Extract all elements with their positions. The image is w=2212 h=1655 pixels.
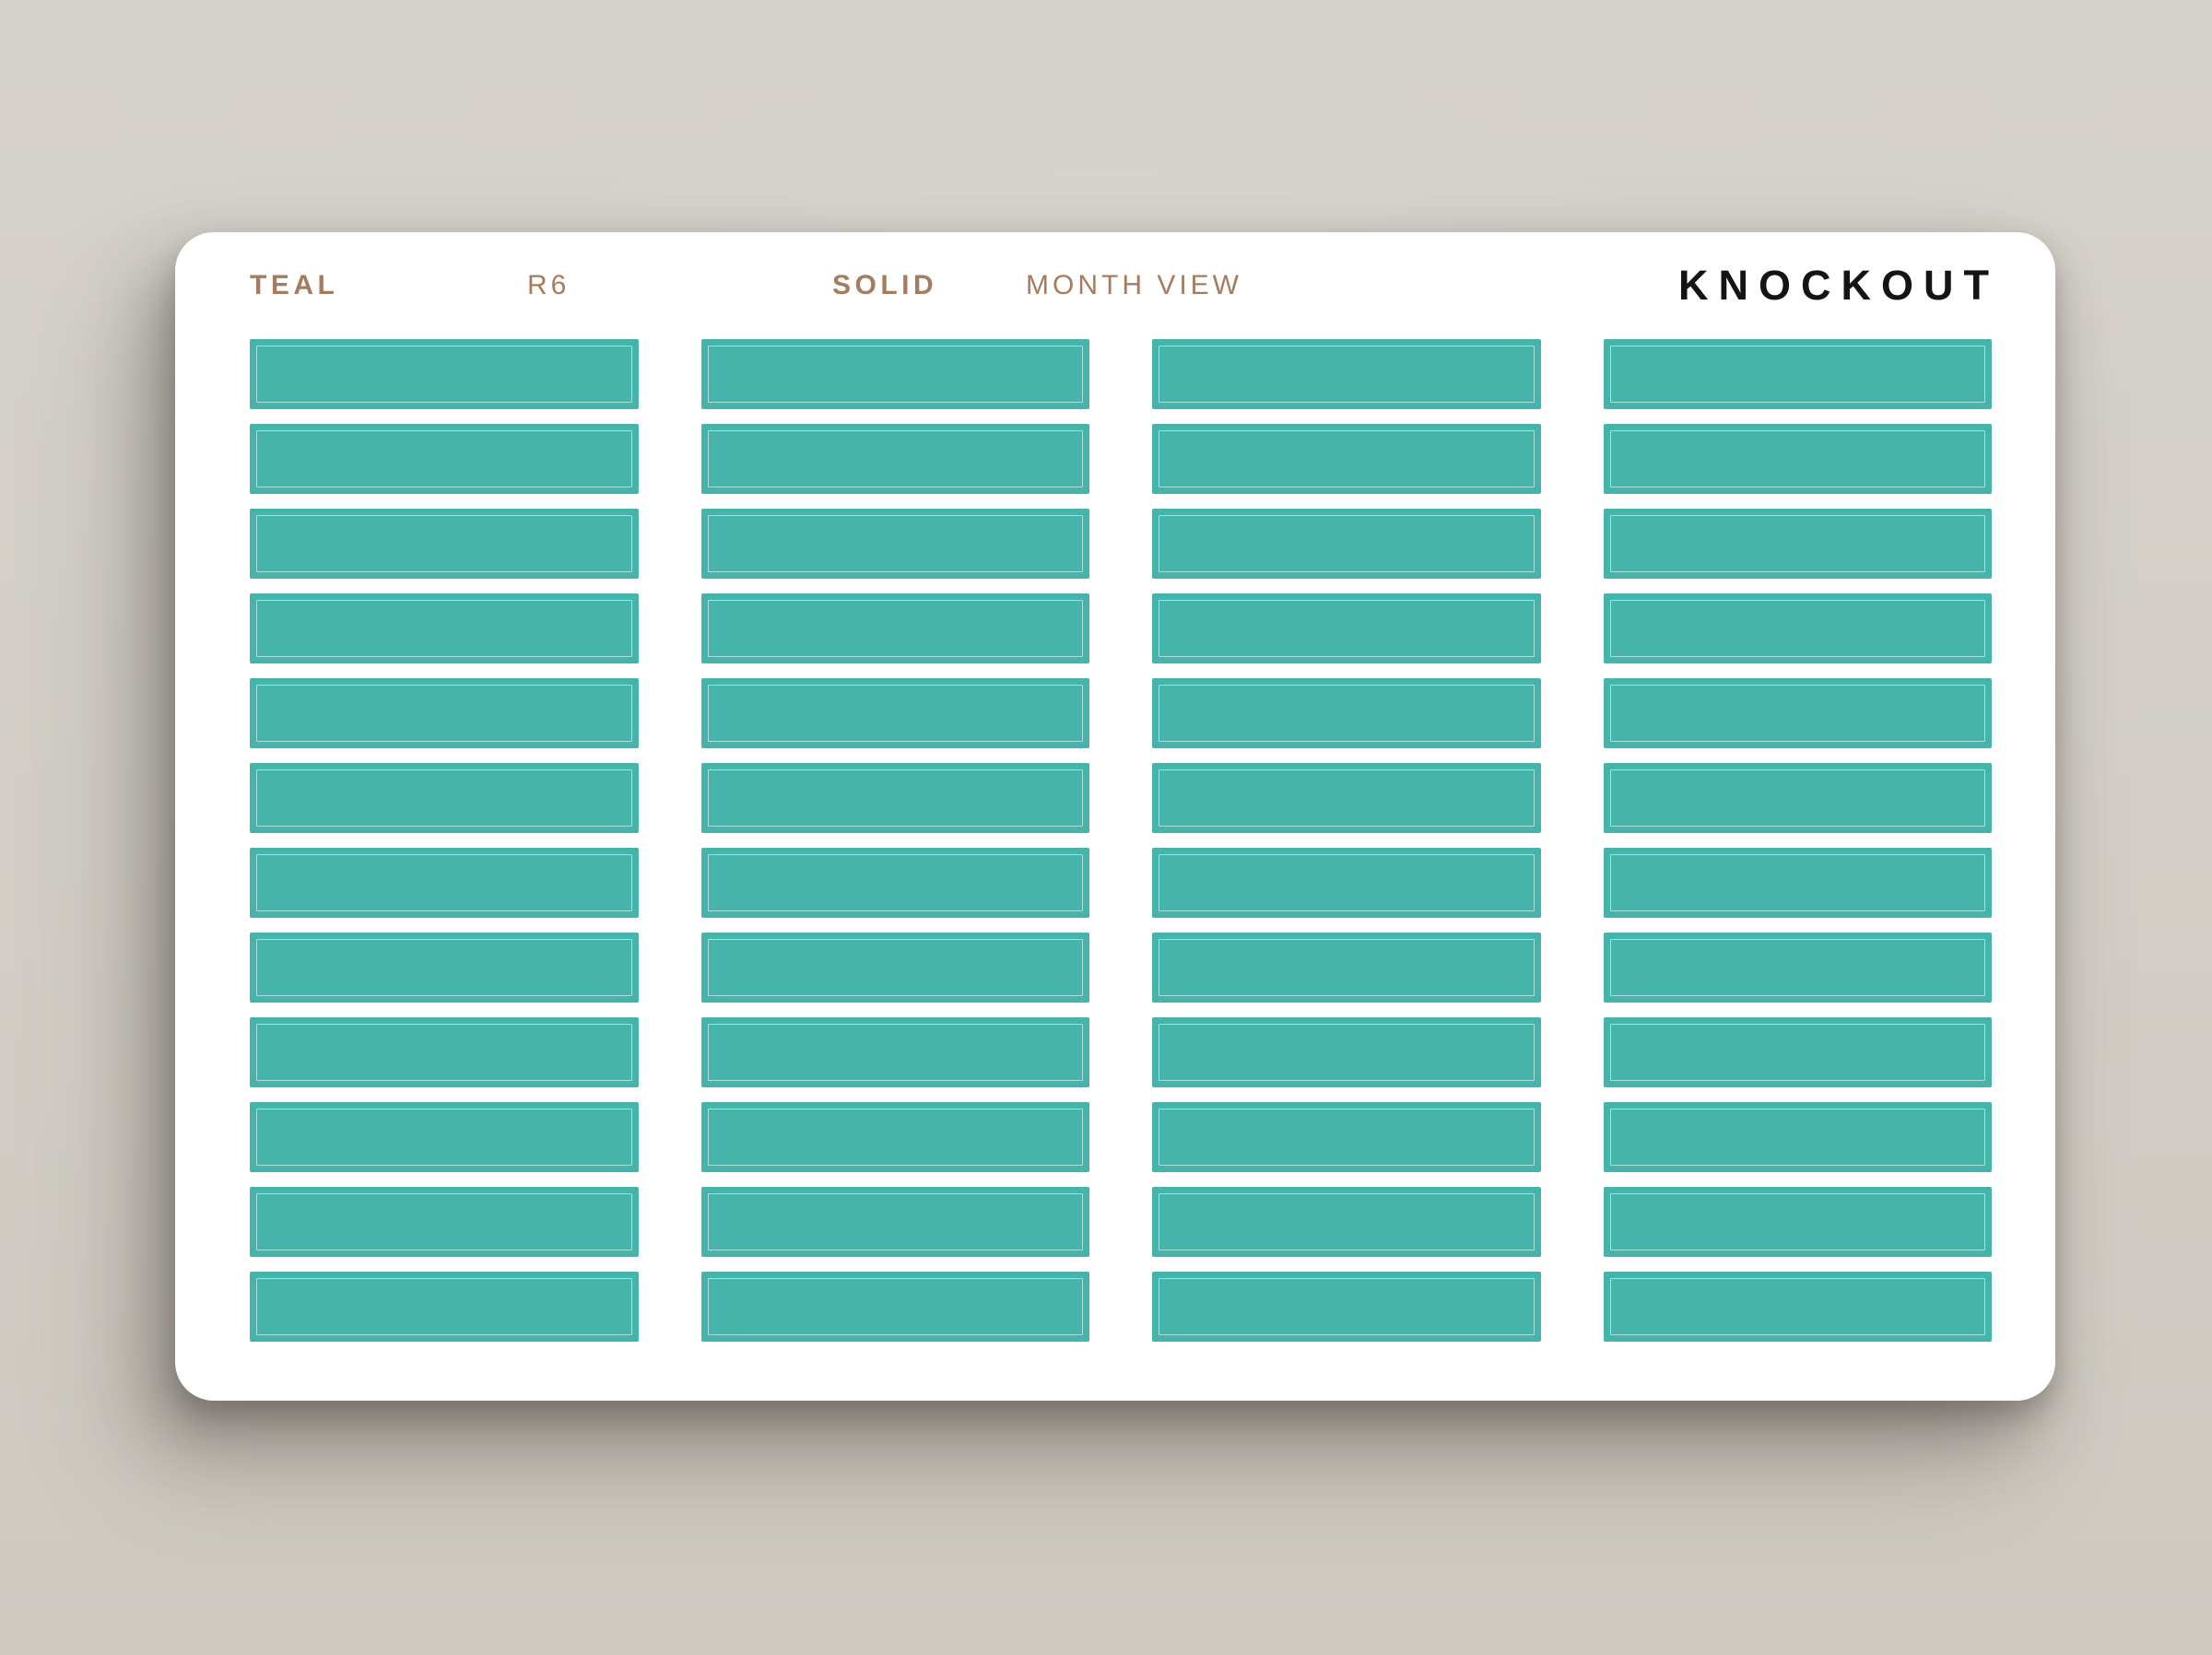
sticker [250, 848, 639, 918]
sticker [1152, 339, 1541, 409]
sticker [1603, 848, 1992, 918]
view-label: MONTH VIEW [1026, 270, 1242, 300]
sticker [250, 424, 639, 494]
sticker [1152, 848, 1541, 918]
color-name-label: TEAL [250, 270, 339, 300]
sticker [250, 763, 639, 833]
sticker-sheet: TEAL R6 SOLID MONTH VIEW KNOCKOUT [175, 232, 2055, 1401]
sticker [700, 1272, 1089, 1342]
sticker [1152, 1017, 1541, 1087]
brand-logo: KNOCKOUT [1678, 262, 1999, 309]
sticker [250, 1187, 639, 1257]
sticker [250, 509, 639, 579]
sticker [250, 933, 639, 1003]
sticker [700, 424, 1089, 494]
sheet-header: TEAL R6 SOLID MONTH VIEW KNOCKOUT [175, 232, 2055, 339]
sticker [1603, 509, 1992, 579]
sticker [1603, 593, 1992, 663]
sticker [250, 593, 639, 663]
sticker [700, 593, 1089, 663]
sticker [1152, 763, 1541, 833]
sticker [700, 848, 1089, 918]
sticker [700, 1017, 1089, 1087]
sticker [1152, 1272, 1541, 1342]
sticker [700, 763, 1089, 833]
sticker [700, 339, 1089, 409]
sticker-grid [250, 339, 1992, 1342]
sticker [1603, 1187, 1992, 1257]
sticker [700, 933, 1089, 1003]
sticker [1152, 1187, 1541, 1257]
sticker [700, 1102, 1089, 1172]
sticker [250, 339, 639, 409]
sticker [1152, 593, 1541, 663]
sticker [1603, 1272, 1992, 1342]
sticker [1603, 1017, 1992, 1087]
finish-label: SOLID [832, 270, 938, 300]
sticker [700, 509, 1089, 579]
sticker [1603, 424, 1992, 494]
sticker [1152, 424, 1541, 494]
sticker [1603, 678, 1992, 748]
sticker [250, 678, 639, 748]
sticker [1603, 763, 1992, 833]
sticker [1603, 339, 1992, 409]
sticker [700, 1187, 1089, 1257]
sticker [250, 1272, 639, 1342]
sticker [1152, 933, 1541, 1003]
sticker [1152, 1102, 1541, 1172]
sticker [1152, 509, 1541, 579]
sticker [1152, 678, 1541, 748]
sticker [700, 678, 1089, 748]
sticker [250, 1017, 639, 1087]
sticker [250, 1102, 639, 1172]
variant-code-label: R6 [527, 270, 571, 300]
sticker [1603, 1102, 1992, 1172]
sticker [1603, 933, 1992, 1003]
